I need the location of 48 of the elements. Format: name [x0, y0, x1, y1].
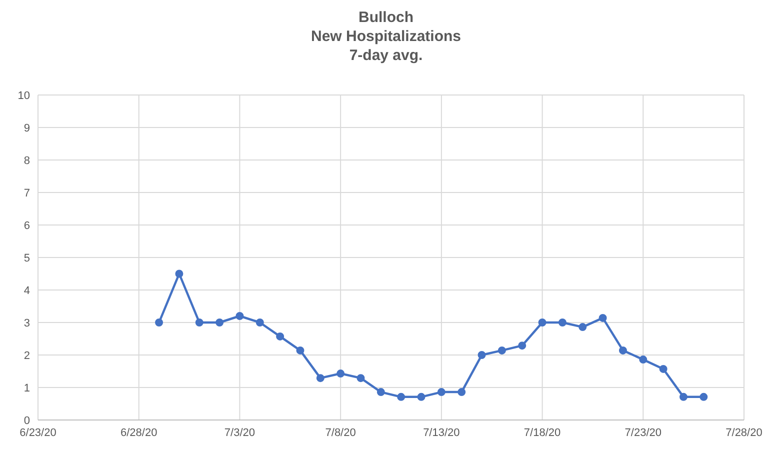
point [175, 270, 184, 278]
point [458, 388, 466, 396]
point [679, 392, 688, 401]
point [498, 346, 506, 354]
x-tick-label: 7/8/20 [325, 426, 356, 439]
point [397, 392, 406, 401]
x-tick-label: 6/23/20 [20, 426, 56, 439]
point [276, 332, 284, 340]
x-tick-label: 6/28/20 [120, 426, 158, 439]
point [216, 318, 224, 326]
point [558, 318, 566, 326]
point [195, 318, 204, 326]
point [376, 388, 385, 396]
x-tick-label: 7/3/20 [224, 426, 256, 439]
point [155, 318, 164, 326]
point [538, 318, 546, 326]
y-tick-label: 9 [24, 122, 30, 134]
y-tick-label: 8 [24, 154, 30, 167]
point [316, 374, 324, 382]
x-tick-label: 7/28/20 [726, 426, 762, 439]
y-tick-label: 7 [24, 187, 30, 200]
x-tick-label: 7/23/20 [624, 426, 662, 439]
y-tick-label: 5 [24, 252, 30, 264]
point [700, 392, 708, 401]
point [478, 351, 486, 359]
y-tick-label: 1 [24, 382, 30, 394]
point [417, 392, 426, 401]
point [236, 312, 244, 320]
chart-title: Bulloch New Hospitalizations 7-day avg. [310, 8, 462, 65]
x-tick-label: 7/18/20 [524, 426, 561, 439]
y-tick-label: 4 [24, 284, 30, 297]
point [437, 388, 446, 396]
y-tick-label: 3 [24, 317, 30, 330]
y-tick-label: 2 [24, 350, 30, 362]
y-tick-label: 0 [24, 414, 30, 427]
point [598, 314, 607, 322]
point [256, 318, 264, 326]
point [518, 342, 526, 350]
point [618, 346, 627, 354]
point [356, 374, 365, 382]
point [659, 364, 668, 373]
y-tick-label: 10 [18, 90, 30, 102]
point [336, 370, 345, 378]
point [639, 356, 648, 364]
x-tick-label: 7/13/20 [423, 426, 460, 439]
y-tick-label: 6 [24, 220, 30, 232]
point [296, 346, 304, 354]
point [578, 323, 587, 332]
